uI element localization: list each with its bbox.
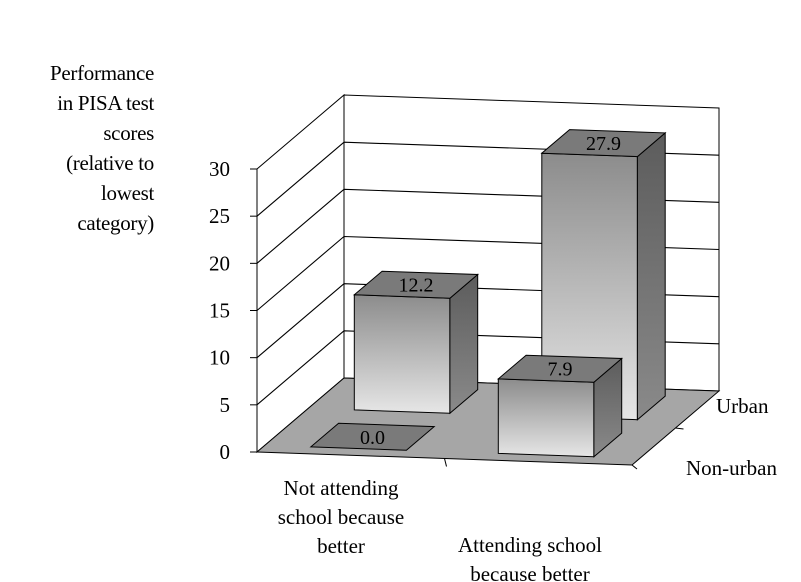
bars: 12.2 27.9 0.0 7.9 [309,129,667,458]
bar-side [449,273,479,415]
bar-non-urban-1: 7.9 [496,354,624,458]
x-tick [444,458,447,467]
y-axis-label-line: category) [77,211,154,235]
y-axis-label-line: Performance [50,61,154,85]
y-tick-label: 5 [220,393,231,417]
bar-urban-0: 12.2 [352,270,480,415]
category-label-line: better [317,534,365,558]
bar-non-urban-0: 0.0 [309,422,436,451]
y-axis-label: Performance in PISA test scores (relativ… [0,58,154,238]
series-label: Non-urban [686,456,777,480]
category-label-line: school because [278,505,405,529]
y-tick-label: 15 [209,299,230,323]
y-tick-label: 20 [209,251,230,275]
bar-urban-1: 27.9 [540,129,667,421]
data-label: 27.9 [586,133,621,155]
bar-top [496,354,624,383]
y-axis-label-line: lowest [100,181,154,205]
bar-top [309,422,436,451]
bar-side [636,131,666,421]
series-axis: Non-urban Urban [675,394,777,480]
bar-top [352,270,480,299]
y-tick-label: 10 [209,346,230,370]
y-axis-label-line: in PISA test [57,91,154,115]
series-tick [675,427,684,430]
y-axis-label-line: (relative to [66,151,154,175]
y-axis-ticks: 0 5 10 15 20 25 30 [209,157,257,464]
y-tick-label: 30 [209,157,230,181]
series-label: Urban [716,394,769,418]
bar-front [353,294,451,414]
data-label: 12.2 [399,275,434,297]
x-tick [631,464,638,470]
category-label-line: Attending school [458,533,602,557]
bar-front [497,378,595,458]
y-axis-label-line: scores [103,121,154,145]
x-axis-categories: Not attending school because better Attendi… [278,458,638,582]
y-tick-label: 0 [220,440,231,464]
category-label-line: Not attending [284,476,399,500]
bar-top [540,129,667,158]
data-label: 7.9 [548,359,573,381]
category-label-line: because better [470,562,590,582]
data-label: 0.0 [360,427,385,449]
y-tick-label: 25 [209,204,230,228]
